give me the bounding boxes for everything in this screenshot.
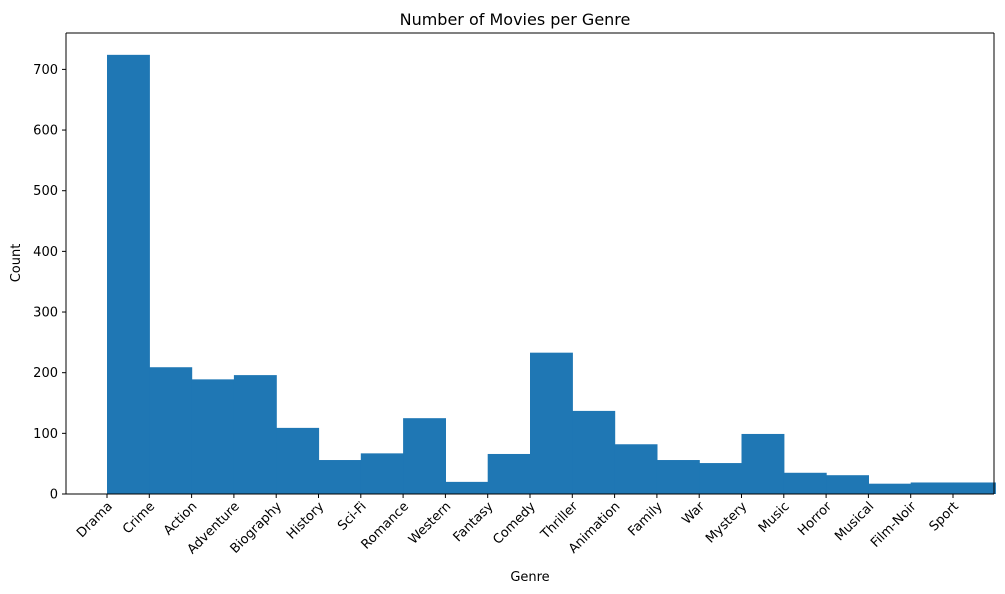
x-tick-label: Drama: [74, 499, 116, 541]
x-tick-label: Horror: [795, 499, 835, 539]
bar-action: [191, 379, 235, 494]
bar-horror: [826, 475, 869, 494]
x-tick-label: Sci-Fi: [335, 499, 370, 534]
bars-group: [107, 54, 996, 495]
bar-comedy: [530, 352, 573, 494]
x-tick-label: Crime: [120, 499, 158, 537]
y-tick-label: 600: [33, 124, 58, 139]
bar-thriller: [572, 410, 616, 494]
bar-fantasy: [487, 453, 531, 494]
bar-history: [318, 460, 362, 494]
bar-war: [699, 463, 743, 494]
y-axis-label: Count: [9, 244, 24, 283]
chart-title: Number of Movies per Genre: [400, 10, 631, 29]
x-tick-label: Family: [626, 499, 666, 539]
x-tick-label: Western: [406, 499, 454, 547]
x-tick-label: Sport: [927, 499, 962, 534]
x-ticks-group: Drama Crime ActionAdventureBiographyHistor…: [74, 494, 962, 557]
bar-sci-fi: [360, 453, 404, 494]
y-ticks-group: 0 100 200 300 400 500 600 700: [33, 63, 66, 503]
x-axis-label: Genre: [510, 570, 549, 585]
bar-animation: [614, 444, 658, 494]
x-tick-label: War: [680, 499, 709, 528]
bar-drama: [107, 54, 150, 495]
bar-western: [445, 481, 489, 494]
bar-crime: [149, 367, 193, 494]
y-tick-label: 500: [33, 184, 58, 199]
bar-family: [656, 460, 700, 494]
bar-adventure: [233, 375, 277, 494]
bar-music: [783, 472, 827, 494]
y-tick-label: 400: [33, 245, 58, 260]
x-tick-label: Action: [161, 499, 200, 538]
y-tick-label: 200: [33, 366, 58, 381]
x-tick-label: Fantasy: [451, 499, 497, 545]
bar-sport: [953, 482, 996, 494]
y-tick-label: 300: [33, 306, 58, 321]
y-tick-label: 700: [33, 63, 58, 78]
bar-mystery: [741, 433, 785, 494]
x-tick-label: Music: [756, 499, 793, 536]
x-tick-label: Comedy: [490, 499, 539, 548]
y-tick-label: 0: [50, 488, 58, 503]
x-tick-label: History: [284, 499, 328, 543]
bar-film-noir: [910, 482, 954, 494]
bar-biography: [276, 427, 320, 494]
x-tick-label: Film-Noir: [868, 499, 920, 551]
y-tick-label: 100: [33, 427, 58, 442]
bar-musical: [868, 483, 912, 494]
x-tick-label: Mystery: [703, 499, 750, 546]
bar-romance: [403, 418, 446, 494]
